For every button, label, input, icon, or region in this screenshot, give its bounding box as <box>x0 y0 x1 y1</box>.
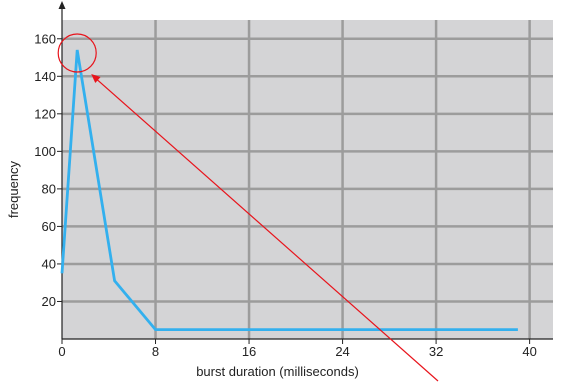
y-tick-label-120: 120 <box>34 106 56 121</box>
axes <box>57 1 553 344</box>
grid-lines <box>62 20 553 339</box>
annotation-arrow-head <box>91 74 101 83</box>
x-tick-label-16: 16 <box>242 344 256 359</box>
y-tick-label-80: 80 <box>42 181 56 196</box>
x-axis-title: burst duration (milliseconds) <box>196 364 359 379</box>
y-tick-label-160: 160 <box>34 31 56 46</box>
annotation-layer <box>57 33 439 382</box>
x-tick-label-40: 40 <box>522 344 536 359</box>
y-axis-title: frequency <box>6 160 21 218</box>
y-tick-label-140: 140 <box>34 69 56 84</box>
x-tick-label-24: 24 <box>335 344 349 359</box>
series-line-0 <box>60 49 518 332</box>
x-tick-label-0: 0 <box>58 344 65 359</box>
series-layer <box>60 49 518 332</box>
x-tick-label-32: 32 <box>429 344 443 359</box>
plot-background <box>62 20 553 339</box>
y-tick-label-40: 40 <box>42 256 56 271</box>
annotation-arrow-line <box>93 76 439 382</box>
annotation-circle <box>57 33 97 73</box>
tick-labels: 20 40 60 80 100 120 140 160 0 8 16 24 32 40 <box>34 31 537 359</box>
y-tick-label-20: 20 <box>42 294 56 309</box>
y-tick-label-60: 60 <box>42 219 56 234</box>
x-tick-label-8: 8 <box>152 344 159 359</box>
y-axis-arrow <box>58 1 66 9</box>
y-tick-label-100: 100 <box>34 144 56 159</box>
